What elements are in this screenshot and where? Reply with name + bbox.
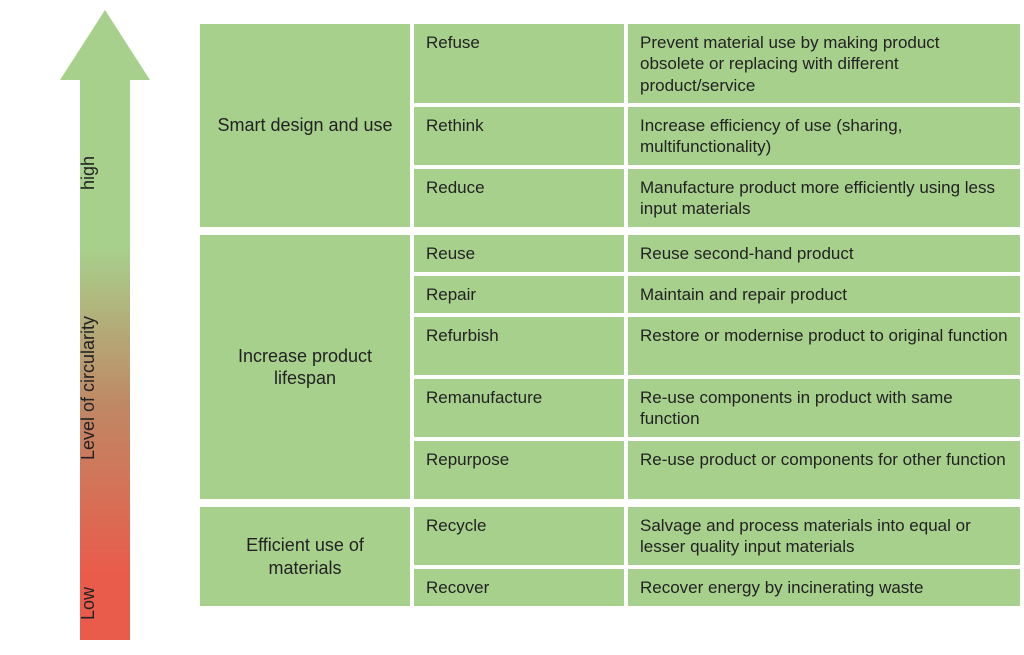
- category-cell: Increase product lifespan: [200, 235, 410, 499]
- strategy-cell: Reuse: [414, 235, 624, 272]
- arrow-label-low: Low: [78, 587, 99, 620]
- strategy-cell: Refuse: [414, 24, 624, 103]
- strategy-cell: Refurbish: [414, 317, 624, 375]
- description-cell: Manufacture product more efficiently usi…: [628, 169, 1020, 227]
- description-cell: Recover energy by incinerating waste: [628, 569, 1020, 606]
- strategy-group: Smart design and useRefusePrevent materi…: [200, 24, 1012, 227]
- group-gap: [200, 227, 1012, 235]
- strategy-cell: Repurpose: [414, 441, 624, 499]
- group-gap: [200, 499, 1012, 507]
- strategy-group: Efficient use of materialsRecycleSalvage…: [200, 507, 1012, 606]
- description-cell: Increase efficiency of use (sharing, mul…: [628, 107, 1020, 165]
- description-cell: Reuse second-hand product: [628, 235, 1020, 272]
- category-cell: Smart design and use: [200, 24, 410, 227]
- description-cell: Restore or modernise product to original…: [628, 317, 1020, 375]
- diagram-canvas: high Level of circularity Low Smart desi…: [0, 0, 1024, 655]
- strategy-cell: Recover: [414, 569, 624, 606]
- strategy-cell: Recycle: [414, 507, 624, 565]
- strategy-cell: Remanufacture: [414, 379, 624, 437]
- strategy-cell: Rethink: [414, 107, 624, 165]
- category-cell: Efficient use of materials: [200, 507, 410, 606]
- strategy-cell: Reduce: [414, 169, 624, 227]
- arrow-head: [60, 10, 150, 80]
- description-cell: Re-use components in product with same f…: [628, 379, 1020, 437]
- description-cell: Re-use product or components for other f…: [628, 441, 1020, 499]
- arrow-axis-label: Level of circularity: [78, 316, 99, 460]
- arrow-label-high: high: [78, 156, 99, 190]
- strategy-group: Increase product lifespanReuseReuse seco…: [200, 235, 1012, 499]
- circularity-arrow: [60, 10, 150, 650]
- description-cell: Salvage and process materials into equal…: [628, 507, 1020, 565]
- description-cell: Maintain and repair product: [628, 276, 1020, 313]
- strategy-cell: Repair: [414, 276, 624, 313]
- description-cell: Prevent material use by making product o…: [628, 24, 1020, 103]
- strategies-table: Smart design and useRefusePrevent materi…: [200, 24, 1012, 606]
